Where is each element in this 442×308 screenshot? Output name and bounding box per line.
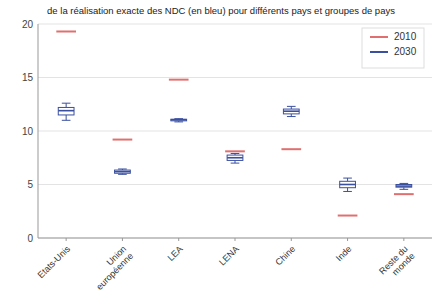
series <box>56 31 413 215</box>
lower-whisker <box>347 188 348 192</box>
grid-line <box>38 184 432 185</box>
median-line <box>171 119 187 121</box>
median-line <box>58 110 74 112</box>
series <box>58 103 411 191</box>
median-line <box>115 171 131 173</box>
x-tick-label: Etats-Unis <box>36 243 73 280</box>
value-line <box>169 79 189 81</box>
lower-cap <box>287 116 296 117</box>
x-tick-label: LEA <box>165 244 184 263</box>
legend-swatch <box>370 36 388 38</box>
box <box>115 170 131 173</box>
value-line <box>113 139 133 141</box>
chart: de la réalisation exacte des NDC (en ble… <box>0 0 442 308</box>
median-line <box>396 185 412 187</box>
x-tick <box>178 238 179 241</box>
y-tick-label: 5 <box>27 179 33 190</box>
upper-cap <box>62 103 71 104</box>
x-tick-label: LENA <box>217 244 241 268</box>
median-line <box>340 184 356 186</box>
lower-cap <box>62 120 71 121</box>
legend-label: 2030 <box>394 46 417 57</box>
lower-cap <box>343 191 352 192</box>
x-tick-label: Reste dumonde <box>377 244 417 284</box>
legend: 2010 2030 <box>362 28 424 68</box>
box <box>283 109 299 114</box>
grid-line <box>38 131 432 132</box>
chart-container: de la réalisation exacte des NDC (en ble… <box>0 0 442 308</box>
legend-box <box>362 28 424 68</box>
value-line <box>338 215 358 217</box>
value-line <box>281 148 301 150</box>
plot-area <box>56 31 413 215</box>
box <box>58 107 74 114</box>
upper-cap <box>118 168 127 169</box>
y-tick-label: 20 <box>22 19 34 30</box>
x-tick-label: Inde <box>334 244 353 263</box>
x-tick <box>403 238 404 241</box>
upper-cap <box>343 178 352 179</box>
x-tick <box>291 238 292 241</box>
subtitle: de la réalisation exacte des NDC (en ble… <box>47 5 395 16</box>
legend-label: 2010 <box>394 31 417 42</box>
value-line <box>225 150 245 152</box>
x-tick <box>347 238 348 241</box>
grid-line <box>38 24 432 25</box>
y-tick-label: 0 <box>27 233 33 244</box>
x-tick <box>235 238 236 241</box>
median-line <box>227 157 243 159</box>
box <box>171 119 187 121</box>
upper-cap <box>287 106 296 107</box>
value-line <box>56 30 76 32</box>
grid <box>38 24 432 238</box>
lower-cap <box>174 121 183 122</box>
y-axis-line <box>38 24 39 238</box>
box <box>227 155 243 160</box>
lower-cap <box>118 174 127 175</box>
box <box>340 181 356 187</box>
y-tick-label: 15 <box>22 72 34 83</box>
lower-cap <box>231 163 240 164</box>
x-tick <box>66 238 67 241</box>
lower-whisker <box>66 115 67 120</box>
y-tick-label: 10 <box>22 126 34 137</box>
upper-cap <box>231 153 240 154</box>
upper-whisker <box>66 103 67 107</box>
box <box>396 185 412 188</box>
upper-cap <box>400 183 409 184</box>
legend-swatch <box>370 51 388 53</box>
x-tick-label: Unioneuropéenne <box>87 244 135 292</box>
lower-cap <box>400 189 409 190</box>
grid-line <box>38 77 432 78</box>
x-tick <box>122 238 123 241</box>
x-tick-label: Chine <box>273 244 297 268</box>
median-line <box>283 110 299 112</box>
value-line <box>394 193 414 195</box>
